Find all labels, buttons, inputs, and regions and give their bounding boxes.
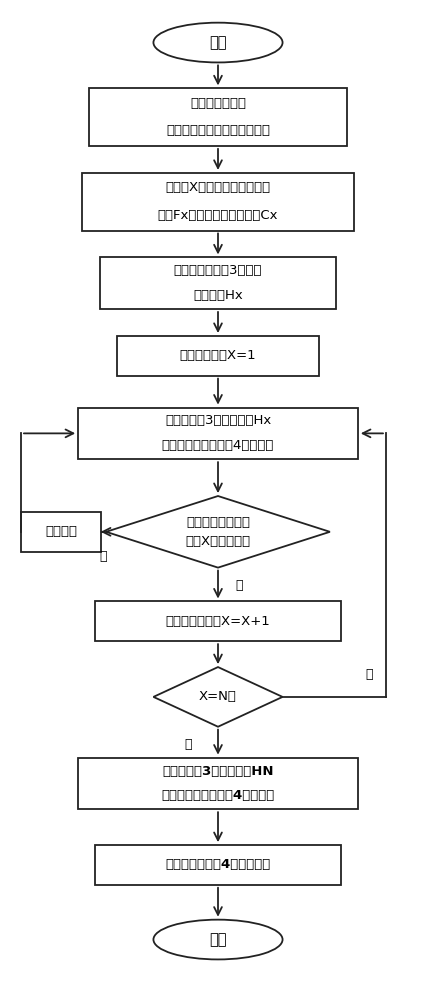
Text: 开始: 开始 (209, 35, 227, 50)
Text: 是: 是 (100, 550, 107, 563)
Ellipse shape (153, 23, 283, 62)
FancyBboxPatch shape (89, 88, 347, 146)
Text: 否: 否 (236, 579, 243, 592)
Polygon shape (153, 667, 283, 727)
FancyBboxPatch shape (95, 845, 341, 885)
FancyBboxPatch shape (100, 257, 336, 309)
Ellipse shape (153, 920, 283, 959)
Text: 来对多层印刷电路板4进行打孔: 来对多层印刷电路板4进行打孔 (161, 789, 275, 802)
Text: 多层印刷电路板4上形成通孔: 多层印刷电路板4上形成通孔 (165, 858, 271, 871)
Text: 定义第X层基板的发光光谱特: 定义第X层基板的发光光谱特 (165, 181, 271, 194)
Text: 输入各层基板的: 输入各层基板的 (190, 97, 246, 110)
Text: 飞秒激光器3发出激光束Hx: 飞秒激光器3发出激光束Hx (165, 414, 271, 427)
Text: 是: 是 (184, 738, 191, 751)
Text: 否: 否 (365, 668, 372, 681)
Text: 来对多层印刷电路板4进行打孔: 来对多层印刷电路板4进行打孔 (162, 439, 274, 452)
Text: 继续打孔: 继续打孔 (45, 525, 77, 538)
Text: 设定待打孔层X=1: 设定待打孔层X=1 (180, 349, 256, 362)
Text: 结束: 结束 (209, 932, 227, 947)
Text: 发光光谱特征和打孔工艺参数: 发光光谱特征和打孔工艺参数 (166, 124, 270, 137)
FancyBboxPatch shape (78, 758, 358, 809)
Text: 征为Fx及其打孔工艺参数为Cx: 征为Fx及其打孔工艺参数为Cx (158, 209, 278, 222)
FancyBboxPatch shape (95, 601, 341, 641)
Text: 飞秒激光器3发出激光束HN: 飞秒激光器3发出激光束HN (162, 765, 274, 778)
Text: 发光光谱特征是否: 发光光谱特征是否 (186, 516, 250, 529)
FancyBboxPatch shape (21, 512, 101, 552)
FancyBboxPatch shape (117, 336, 319, 376)
Text: 激光束为Hx: 激光束为Hx (193, 289, 243, 302)
Text: 为第X层基板的？: 为第X层基板的？ (185, 535, 251, 548)
FancyBboxPatch shape (78, 408, 358, 459)
Text: X=N？: X=N？ (199, 690, 237, 703)
Polygon shape (106, 496, 330, 568)
Text: 定义飞秒激光器3发出的: 定义飞秒激光器3发出的 (174, 264, 262, 277)
Text: 停止打孔，更新X=X+1: 停止打孔，更新X=X+1 (166, 615, 270, 628)
FancyBboxPatch shape (82, 173, 354, 231)
